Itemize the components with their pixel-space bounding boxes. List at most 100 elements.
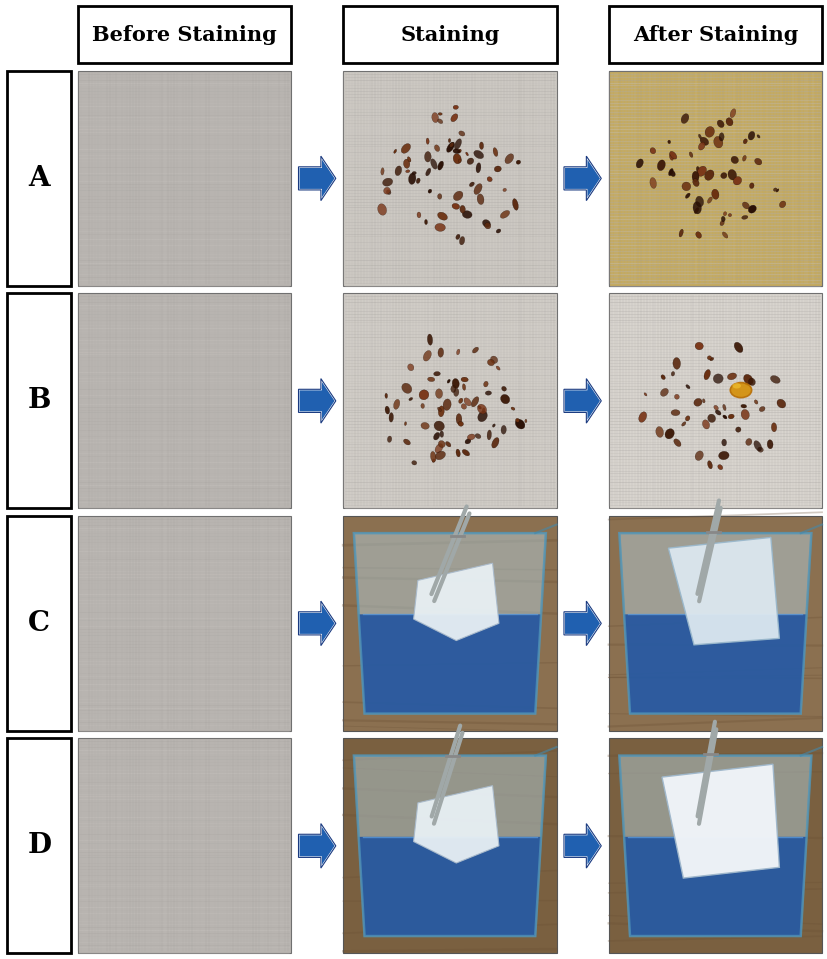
Ellipse shape (754, 440, 762, 451)
Ellipse shape (474, 184, 482, 195)
Ellipse shape (454, 139, 461, 150)
Ellipse shape (743, 374, 753, 385)
Ellipse shape (722, 232, 728, 238)
Ellipse shape (670, 171, 676, 176)
Ellipse shape (384, 187, 390, 194)
Bar (609, 6, 822, 63)
Bar (78, 516, 291, 731)
Bar (609, 71, 822, 286)
Ellipse shape (476, 163, 481, 173)
Ellipse shape (475, 433, 481, 438)
Ellipse shape (460, 237, 465, 245)
Ellipse shape (412, 172, 416, 175)
Ellipse shape (525, 419, 527, 423)
Ellipse shape (458, 421, 463, 426)
Ellipse shape (459, 131, 465, 136)
Ellipse shape (431, 159, 437, 169)
Ellipse shape (478, 411, 487, 422)
Ellipse shape (748, 131, 755, 140)
Ellipse shape (478, 406, 481, 409)
Ellipse shape (434, 145, 440, 152)
Ellipse shape (459, 398, 463, 404)
Ellipse shape (777, 399, 786, 408)
Ellipse shape (492, 437, 499, 448)
Ellipse shape (428, 377, 435, 382)
Ellipse shape (437, 194, 442, 199)
Ellipse shape (513, 199, 519, 210)
Ellipse shape (696, 197, 704, 207)
Ellipse shape (729, 214, 732, 217)
Ellipse shape (717, 120, 724, 128)
Ellipse shape (404, 159, 410, 168)
Ellipse shape (438, 406, 444, 417)
Ellipse shape (467, 434, 475, 440)
Text: After Staining: After Staining (633, 25, 798, 44)
Ellipse shape (710, 358, 714, 361)
Ellipse shape (385, 407, 390, 414)
Ellipse shape (755, 158, 762, 165)
Ellipse shape (671, 409, 680, 415)
Ellipse shape (731, 156, 739, 164)
Ellipse shape (412, 460, 417, 465)
Ellipse shape (451, 386, 456, 392)
Ellipse shape (713, 374, 723, 384)
Ellipse shape (437, 408, 442, 411)
Ellipse shape (452, 203, 460, 209)
Ellipse shape (409, 397, 413, 401)
Ellipse shape (500, 394, 509, 404)
Ellipse shape (462, 211, 472, 219)
Ellipse shape (406, 170, 410, 173)
Polygon shape (564, 601, 601, 645)
Ellipse shape (465, 439, 471, 444)
Ellipse shape (394, 399, 399, 409)
Ellipse shape (395, 166, 402, 175)
Ellipse shape (416, 178, 420, 183)
Ellipse shape (417, 212, 421, 218)
Ellipse shape (426, 168, 431, 175)
Ellipse shape (719, 452, 729, 459)
Ellipse shape (708, 414, 715, 422)
Ellipse shape (480, 142, 484, 150)
Ellipse shape (723, 405, 726, 410)
Ellipse shape (496, 229, 501, 233)
Ellipse shape (421, 404, 424, 409)
Ellipse shape (437, 161, 443, 170)
Ellipse shape (467, 158, 474, 164)
Ellipse shape (742, 216, 748, 220)
Ellipse shape (673, 358, 681, 369)
Bar (7, 738, 71, 953)
Ellipse shape (724, 212, 727, 216)
Ellipse shape (433, 458, 435, 462)
Bar (343, 738, 557, 953)
Polygon shape (414, 785, 499, 863)
Ellipse shape (745, 383, 748, 386)
Ellipse shape (433, 371, 440, 376)
Ellipse shape (728, 373, 737, 380)
Ellipse shape (487, 360, 495, 365)
Ellipse shape (700, 137, 709, 145)
Ellipse shape (748, 205, 757, 213)
Ellipse shape (457, 349, 460, 355)
Ellipse shape (718, 464, 723, 470)
Ellipse shape (472, 347, 479, 353)
Ellipse shape (435, 223, 446, 231)
Ellipse shape (714, 136, 723, 148)
Ellipse shape (456, 449, 461, 456)
Ellipse shape (464, 398, 471, 406)
Ellipse shape (461, 377, 468, 382)
Ellipse shape (686, 416, 690, 421)
Ellipse shape (446, 441, 451, 447)
Ellipse shape (696, 451, 703, 460)
Ellipse shape (650, 148, 656, 153)
Text: Before Staining: Before Staining (92, 25, 277, 44)
Ellipse shape (734, 342, 743, 353)
Ellipse shape (741, 405, 747, 408)
Ellipse shape (436, 388, 442, 398)
Ellipse shape (501, 426, 506, 434)
Text: D: D (27, 832, 51, 859)
Ellipse shape (748, 378, 755, 386)
Ellipse shape (482, 220, 490, 227)
Ellipse shape (462, 384, 466, 390)
Ellipse shape (705, 170, 714, 180)
Ellipse shape (505, 153, 514, 164)
